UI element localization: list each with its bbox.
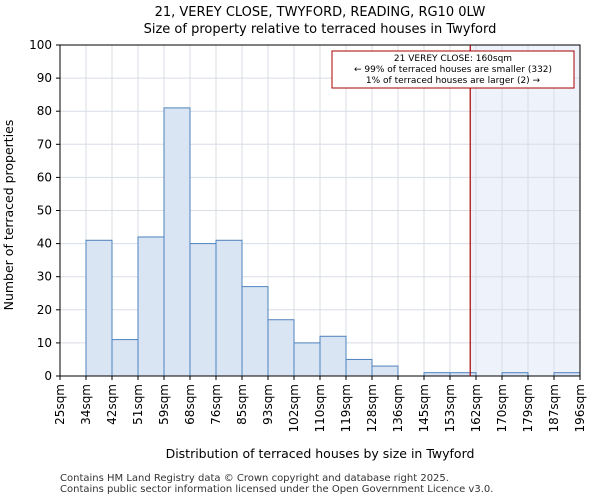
- chart-title: 21, VEREY CLOSE, TWYFORD, READING, RG10 …: [155, 5, 486, 20]
- x-tick-label: 42sqm: [105, 384, 119, 425]
- x-tick-label: 179sqm: [521, 384, 535, 432]
- y-axis-ticks: 0 10 20 30 40 50 60 70 80 90 100: [29, 38, 60, 383]
- histogram-bar: [241, 286, 269, 377]
- x-tick-label: 153sqm: [443, 384, 457, 432]
- x-tick-label: 187sqm: [547, 384, 561, 432]
- histogram-bar: [85, 239, 113, 377]
- histogram-bar: [111, 339, 139, 377]
- x-tick-label: 145sqm: [417, 384, 431, 432]
- x-axis-ticks: 25sqm 34sqm 42sqm 51sqm 59sqm 68sqm 76sqm 85sqm…: [53, 376, 587, 432]
- annotation-frame: [331, 50, 575, 89]
- x-tick-label: 162sqm: [469, 384, 483, 432]
- y-tick-label: 70: [37, 137, 52, 151]
- annotation-line-1: 21 VEREY CLOSE: 160sqm: [394, 54, 512, 64]
- x-tick-label: 170sqm: [495, 384, 509, 432]
- x-tick-label: 34sqm: [79, 384, 93, 425]
- histogram-bar: [163, 107, 191, 377]
- x-tick-label: 110sqm: [313, 384, 327, 432]
- x-tick-label: 25sqm: [53, 384, 67, 425]
- x-tick-label: 59sqm: [157, 384, 171, 425]
- x-tick-label: 51sqm: [131, 384, 145, 425]
- footer-line-2: Contains public sector information licen…: [60, 484, 493, 495]
- x-tick-label: 136sqm: [391, 384, 405, 432]
- x-tick-label: 128sqm: [365, 384, 379, 432]
- histogram-bar: [215, 239, 243, 377]
- histogram-bar: [293, 342, 321, 377]
- annotation-line-2: ← 99% of terraced houses are smaller (33…: [354, 65, 552, 75]
- histogram-bar: [345, 358, 373, 377]
- y-tick-label: 50: [37, 204, 52, 218]
- y-tick-label: 40: [37, 237, 52, 251]
- y-tick-label: 30: [37, 270, 52, 284]
- y-tick-label: 100: [29, 38, 52, 52]
- histogram-bar: [371, 365, 399, 377]
- annotation-line-3: 1% of terraced houses are larger (2) →: [366, 76, 541, 86]
- y-tick-label: 20: [37, 303, 52, 317]
- histogram-bar: [319, 335, 347, 377]
- y-tick-label: 0: [44, 369, 52, 383]
- x-tick-label: 85sqm: [235, 384, 249, 425]
- x-tick-label: 119sqm: [339, 384, 353, 432]
- y-tick-label: 90: [37, 71, 52, 85]
- chart-subtitle: Size of property relative to terraced ho…: [144, 22, 497, 37]
- x-tick-label: 93sqm: [261, 384, 275, 425]
- y-axis-label: Number of terraced properties: [1, 120, 16, 311]
- bars: [85, 107, 581, 377]
- histogram-bar: [137, 236, 165, 377]
- footer-line-1: Contains HM Land Registry data © Crown c…: [60, 473, 449, 484]
- y-tick-label: 10: [37, 336, 52, 350]
- x-axis-label: Distribution of terraced houses by size …: [166, 446, 475, 461]
- annotation-box: 21 VEREY CLOSE: 160sqm ← 99% of terraced…: [331, 50, 575, 89]
- x-tick-label: 102sqm: [287, 384, 301, 432]
- y-tick-label: 60: [37, 170, 52, 184]
- y-tick-label: 80: [37, 104, 52, 118]
- histogram-bar: [267, 319, 295, 377]
- x-tick-label: 196sqm: [573, 384, 587, 432]
- x-tick-label: 76sqm: [209, 384, 223, 425]
- x-tick-label: 68sqm: [183, 384, 197, 425]
- histogram-bar: [189, 243, 217, 377]
